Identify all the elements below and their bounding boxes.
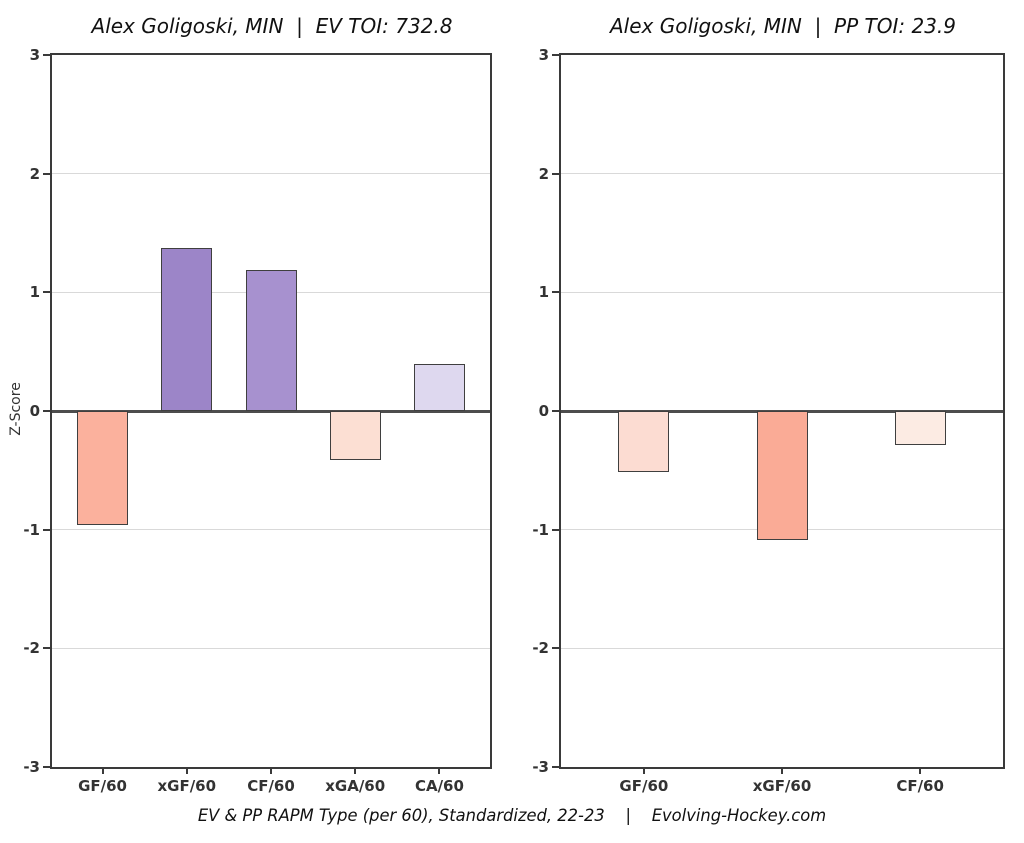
y-tick-mark (43, 647, 52, 650)
y-tick-mark (552, 291, 561, 294)
y-tick-label: -2 (23, 639, 40, 658)
y-tick-label: 3 (538, 46, 549, 64)
y-tick-mark (43, 766, 52, 768)
bar-cf60 (894, 411, 946, 446)
y-tick-label: 1 (538, 283, 549, 302)
y-tick-label: -1 (532, 520, 549, 539)
y-tick-label: 2 (29, 164, 40, 183)
y-tick-mark (43, 54, 52, 56)
y-tick-mark (43, 410, 52, 412)
y-tick-mark (552, 766, 561, 768)
x-tick-mark (354, 767, 357, 774)
x-tick-label: GF/60 (619, 777, 669, 795)
y-tick-mark (43, 528, 52, 531)
ev-chart-title: Alex Goligoski, MIN | EV TOI: 732.8 (91, 14, 453, 38)
bar-ca60 (413, 363, 465, 411)
y-tick-label: -3 (23, 758, 40, 776)
x-tick-label: xGF/60 (157, 777, 217, 795)
y-tick-label: -3 (532, 758, 549, 776)
gridline-y-2 (561, 647, 1003, 649)
y-tick-label: -1 (23, 520, 40, 539)
y-tick-mark (552, 172, 561, 175)
x-tick-mark (642, 767, 645, 774)
pp-plot-area: 3 2 1 0 -1 -2 -3 GF/60 xGF/60 CF/60 (532, 46, 1005, 795)
gridline-y2 (561, 173, 1003, 175)
bar-xgf60 (756, 411, 808, 541)
y-tick-mark (43, 291, 52, 294)
y-tick-label: 0 (29, 402, 40, 420)
x-tick-label: CA/60 (414, 777, 464, 795)
bar-xgf60 (161, 248, 213, 411)
x-tick-mark (101, 767, 104, 774)
x-tick-mark (919, 767, 922, 774)
figure-caption: EV & PP RAPM Type (per 60), Standardized… (197, 806, 827, 826)
gridline-y2 (52, 173, 490, 175)
y-tick-label: 0 (538, 402, 549, 420)
x-tick-label: GF/60 (78, 777, 127, 795)
x-tick-mark (185, 767, 188, 774)
gridline-y-2 (52, 647, 490, 649)
y-tick-label: 1 (29, 283, 40, 302)
x-tick-mark (270, 767, 272, 774)
ev-plot-area: 3 2 1 0 -1 -2 -3 GF/60 xGF/60 CF/60 xGA/60 CA/60 (23, 46, 492, 795)
bar-gf60 (77, 411, 129, 525)
y-tick-label: 3 (29, 46, 40, 64)
y-tick-label: -2 (532, 639, 549, 658)
y-tick-mark (43, 172, 52, 175)
bar-cf60 (245, 269, 297, 411)
x-tick-mark (438, 767, 441, 774)
x-tick-label: CF/60 (896, 777, 944, 795)
pp-chart-title: Alex Goligoski, MIN | PP TOI: 23.9 (609, 14, 957, 38)
bar-xga60 (329, 411, 381, 460)
gridline-y1 (561, 291, 1003, 293)
y-tick-mark (552, 647, 561, 650)
x-tick-label: CF/60 (247, 777, 295, 795)
x-tick-label: xGF/60 (752, 777, 812, 795)
y-tick-mark (552, 54, 561, 56)
gridline-y-1 (52, 529, 490, 531)
y-tick-mark (552, 528, 561, 531)
y-tick-mark (552, 410, 561, 412)
bar-gf60 (618, 411, 670, 472)
x-tick-mark (781, 767, 783, 774)
zero-axis-line (52, 409, 490, 413)
x-tick-label: xGA/60 (325, 777, 386, 795)
y-tick-label: 2 (538, 164, 549, 183)
